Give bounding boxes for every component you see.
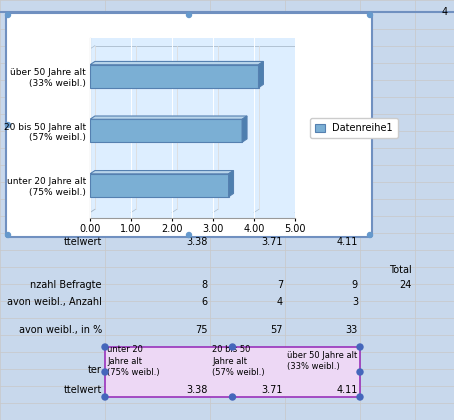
FancyBboxPatch shape <box>90 65 258 88</box>
Text: über 50 Jahre alt
(33% weibl.): über 50 Jahre alt (33% weibl.) <box>287 351 357 371</box>
Text: 3.38: 3.38 <box>187 385 208 395</box>
Text: 8: 8 <box>202 280 208 290</box>
Circle shape <box>187 233 192 237</box>
Circle shape <box>5 13 10 18</box>
Circle shape <box>230 344 236 350</box>
Text: ttelwert: ttelwert <box>64 385 102 395</box>
Text: 3.38: 3.38 <box>187 237 208 247</box>
Text: 75: 75 <box>196 325 208 335</box>
Circle shape <box>367 13 372 18</box>
Polygon shape <box>228 171 233 197</box>
Legend: Datenreihe1: Datenreihe1 <box>310 118 398 138</box>
Circle shape <box>102 344 108 350</box>
Text: 9: 9 <box>352 280 358 290</box>
Text: 57: 57 <box>271 325 283 335</box>
Text: 33: 33 <box>346 325 358 335</box>
Circle shape <box>102 394 108 400</box>
Circle shape <box>5 123 10 128</box>
Text: Total: Total <box>389 265 412 275</box>
FancyBboxPatch shape <box>90 174 228 197</box>
Circle shape <box>102 369 108 375</box>
Circle shape <box>357 369 363 375</box>
Polygon shape <box>90 116 247 119</box>
Text: 7: 7 <box>277 280 283 290</box>
Circle shape <box>367 123 372 128</box>
Text: 3.71: 3.71 <box>262 385 283 395</box>
Circle shape <box>357 394 363 400</box>
FancyBboxPatch shape <box>105 347 360 397</box>
Polygon shape <box>90 171 233 174</box>
Text: nzahl Befragte: nzahl Befragte <box>30 280 102 290</box>
Text: 4: 4 <box>442 7 448 17</box>
Text: 4.11: 4.11 <box>336 237 358 247</box>
Text: 4: 4 <box>277 297 283 307</box>
Circle shape <box>187 13 192 18</box>
Text: 6: 6 <box>202 297 208 307</box>
Circle shape <box>230 394 236 400</box>
Text: unter 20
Jahre alt
(75% weibl.): unter 20 Jahre alt (75% weibl.) <box>107 345 160 377</box>
Circle shape <box>5 233 10 237</box>
Circle shape <box>367 233 372 237</box>
FancyBboxPatch shape <box>90 119 242 142</box>
Circle shape <box>357 344 363 350</box>
Text: 4.11: 4.11 <box>336 385 358 395</box>
Text: ter: ter <box>88 365 102 375</box>
Text: avon weibl., Anzahl: avon weibl., Anzahl <box>7 297 102 307</box>
Text: ttelwert: ttelwert <box>64 237 102 247</box>
Text: 20 bis 50
Jahre alt
(57% weibl.): 20 bis 50 Jahre alt (57% weibl.) <box>212 345 265 377</box>
Text: 3.71: 3.71 <box>262 237 283 247</box>
Polygon shape <box>242 116 247 142</box>
FancyBboxPatch shape <box>6 13 372 237</box>
Text: avon weibl., in %: avon weibl., in % <box>19 325 102 335</box>
Text: 24: 24 <box>400 280 412 290</box>
Polygon shape <box>258 61 263 88</box>
Polygon shape <box>90 61 263 65</box>
Text: 3: 3 <box>352 297 358 307</box>
